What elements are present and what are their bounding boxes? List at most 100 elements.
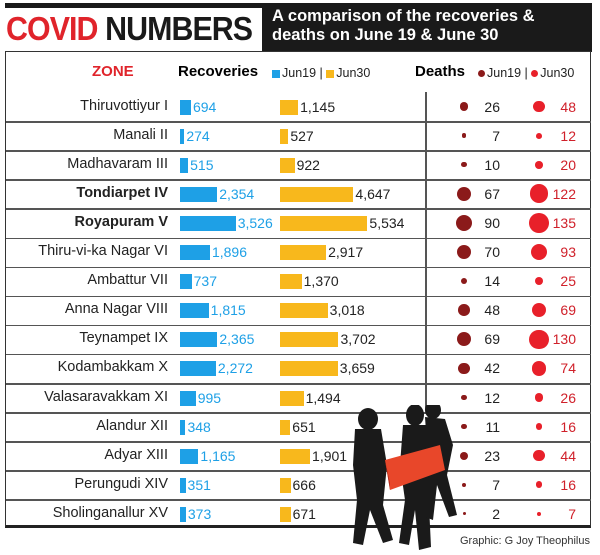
row-separator (6, 266, 591, 269)
value-recoveries-jun30: 1,145 (300, 98, 336, 115)
column-divider (425, 92, 427, 410)
bar-recoveries-jun19 (180, 303, 209, 319)
zone-label: Anna Nagar VIII (64, 301, 168, 318)
dot-deaths-jun19 (458, 304, 470, 317)
value-deaths-jun19: 2 (492, 505, 500, 522)
row-separator (6, 499, 591, 501)
page-title: COVID NUMBERS (6, 10, 253, 48)
row-separator (6, 295, 591, 298)
value-recoveries-jun19: 1,815 (210, 302, 246, 319)
value-deaths-jun30: 12 (560, 127, 576, 144)
bar-recoveries-jun19 (180, 390, 196, 406)
zone-label: Royapuram V (74, 213, 168, 230)
bar-recoveries-jun30 (280, 157, 295, 173)
value-recoveries-jun19: 995 (197, 389, 222, 406)
value-deaths-jun19: 26 (484, 98, 500, 115)
bar-recoveries-jun30 (280, 303, 328, 319)
row-separator (6, 441, 591, 443)
dot-deaths-jun30 (536, 132, 542, 139)
value-recoveries-jun30: 666 (292, 476, 316, 493)
bar-recoveries-jun19 (180, 245, 210, 261)
value-recoveries-jun19: 348 (187, 418, 211, 435)
bar-recoveries-jun19 (180, 274, 192, 290)
dot-deaths-jun30 (530, 243, 548, 261)
zone-label: Perungudi XIV (74, 475, 168, 492)
value-deaths-jun19: 23 (484, 447, 500, 464)
bar-recoveries-jun19 (180, 361, 216, 377)
bar-recoveries-jun19 (180, 186, 218, 202)
value-deaths-jun19: 10 (484, 156, 500, 173)
bar-recoveries-jun30 (280, 245, 327, 261)
value-recoveries-jun19: 351 (187, 476, 211, 493)
bar-recoveries-jun19 (180, 419, 186, 435)
bar-recoveries-jun30 (280, 215, 368, 231)
zone-label: Teynampet IX (79, 330, 168, 347)
bar-recoveries-jun19 (180, 99, 191, 115)
bar-recoveries-jun19 (180, 157, 189, 173)
zone-label: Alandur XII (96, 417, 168, 434)
value-deaths-jun30: 48 (560, 98, 576, 115)
deaths-header: Deaths (415, 63, 466, 80)
legend-deaths-separator: | (524, 66, 528, 80)
dot-deaths-jun19 (461, 162, 467, 168)
bar-recoveries-jun19 (180, 128, 185, 144)
dot-deaths-jun30 (531, 303, 547, 318)
dot-deaths-jun30 (534, 276, 544, 286)
dot-deaths-jun30 (529, 184, 549, 204)
bar-recoveries-jun30 (280, 390, 304, 406)
value-deaths-jun30: 25 (560, 273, 576, 290)
value-deaths-jun30: 7 (568, 505, 576, 522)
bar-recoveries-jun30 (280, 448, 311, 464)
value-recoveries-jun30: 3,702 (340, 331, 376, 348)
bar-recoveries-jun19 (180, 477, 186, 493)
row-separator (6, 150, 591, 152)
value-recoveries-jun30: 651 (292, 418, 316, 435)
dot-deaths-jun30 (535, 481, 543, 489)
value-recoveries-jun30: 1,370 (303, 273, 339, 290)
recoveries-header: Recoveries (178, 63, 259, 80)
dot-deaths-jun19 (460, 277, 468, 285)
table-frame (5, 51, 591, 528)
zone-label: Valasaravakkam XI (44, 388, 168, 405)
value-deaths-jun30: 93 (560, 244, 576, 261)
row-separator (6, 353, 591, 356)
graphic-credit: Graphic: G Joy Theophilus (459, 535, 590, 547)
row-separator (6, 470, 591, 472)
dot-deaths-jun30 (529, 329, 549, 350)
dot-deaths-jun19 (455, 214, 473, 231)
value-deaths-jun30: 122 (552, 185, 576, 202)
bar-recoveries-jun30 (280, 99, 299, 115)
value-deaths-jun19: 7 (492, 127, 500, 144)
value-deaths-jun30: 130 (552, 331, 576, 348)
bar-recoveries-jun30 (280, 186, 354, 202)
zone-label: Sholinganallur XV (52, 504, 168, 521)
legend-swatch-jun19 (272, 69, 280, 78)
bar-recoveries-jun19 (180, 215, 236, 231)
value-deaths-jun30: 16 (560, 418, 576, 435)
value-deaths-jun30: 20 (560, 156, 576, 173)
value-recoveries-jun19: 2,354 (219, 185, 255, 202)
zone-label: Adyar XIII (104, 446, 168, 463)
bar-recoveries-jun30 (280, 477, 291, 493)
dot-deaths-jun19 (461, 394, 467, 401)
dot-deaths-jun30 (531, 361, 547, 376)
value-deaths-jun30: 16 (560, 476, 576, 493)
zone-label: Manali II (113, 126, 168, 143)
value-recoveries-jun30: 1,494 (305, 389, 341, 406)
dot-deaths-jun19 (459, 451, 469, 460)
value-recoveries-jun30: 1,901 (312, 447, 348, 464)
legend-deaths: Jun19 | Jun30 (478, 66, 574, 80)
bar-recoveries-jun30 (280, 128, 289, 144)
value-recoveries-jun19: 274 (186, 127, 210, 144)
dot-deaths-jun19 (458, 362, 470, 374)
legend-dot-jun30 (531, 70, 539, 78)
pallbearers-illustration (353, 405, 457, 550)
dot-deaths-jun30 (529, 213, 549, 233)
dot-deaths-jun19 (461, 423, 467, 430)
legend-separator: | (319, 66, 323, 80)
dot-deaths-jun19 (457, 186, 471, 201)
value-deaths-jun19: 11 (485, 418, 500, 435)
dot-deaths-jun30 (534, 393, 544, 402)
row-separator (6, 383, 591, 385)
bar-recoveries-jun30 (280, 419, 291, 435)
